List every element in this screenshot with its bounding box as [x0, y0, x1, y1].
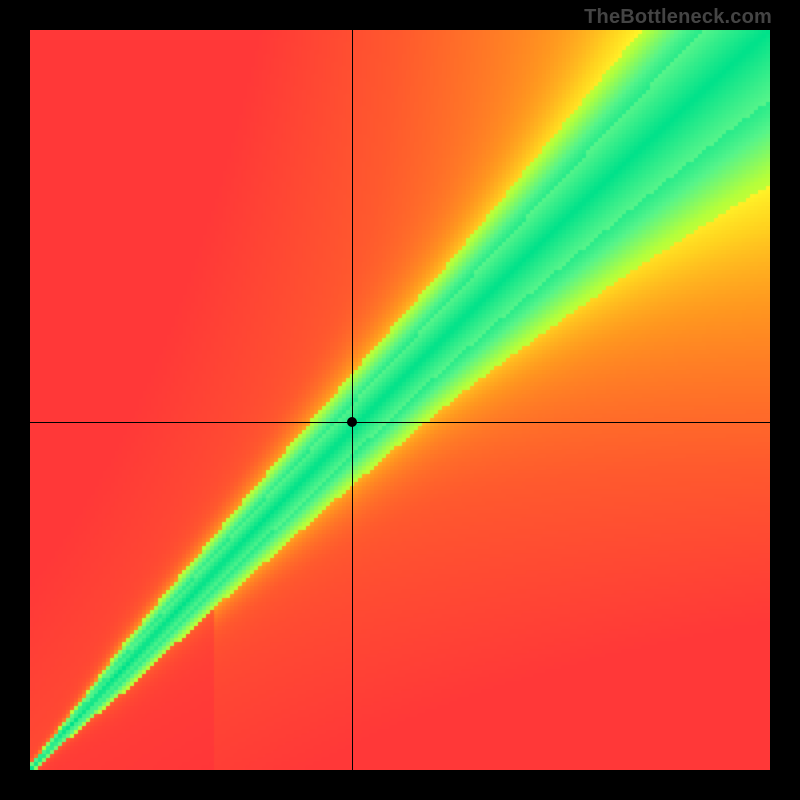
watermark-text: TheBottleneck.com: [584, 6, 772, 29]
chart-container: TheBottleneck.com: [0, 0, 800, 800]
heatmap-canvas: [30, 30, 770, 770]
crosshair-vertical: [352, 30, 353, 770]
plot-area: [30, 30, 770, 770]
crosshair-horizontal: [30, 422, 770, 423]
marker-dot: [347, 417, 357, 427]
